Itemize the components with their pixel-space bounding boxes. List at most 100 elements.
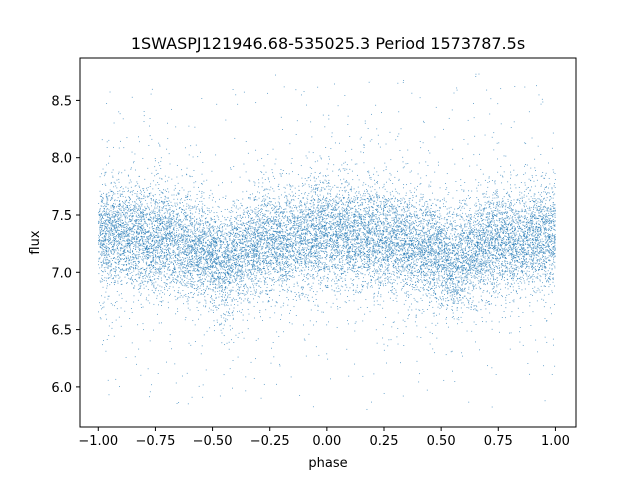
data-point [222, 182, 223, 184]
data-point [190, 212, 192, 214]
data-point [497, 208, 499, 210]
data-point [158, 271, 160, 273]
data-point [336, 239, 338, 241]
data-point [199, 224, 201, 226]
data-point [441, 257, 443, 259]
data-point [186, 215, 187, 217]
data-point [384, 259, 385, 261]
data-point [441, 228, 443, 229]
data-point [284, 290, 286, 291]
data-point [178, 255, 180, 257]
data-point [252, 262, 254, 264]
data-point [355, 264, 357, 266]
data-point [157, 256, 159, 257]
data-point [522, 271, 523, 273]
data-point [231, 299, 233, 301]
data-point [469, 264, 471, 266]
data-point [129, 246, 130, 248]
data-point [108, 204, 110, 206]
data-point [199, 267, 200, 269]
data-point [437, 231, 439, 233]
data-point [204, 299, 206, 301]
data-point [531, 217, 533, 219]
data-point [360, 217, 362, 219]
data-point [440, 234, 442, 236]
data-point [364, 222, 366, 224]
data-point [449, 295, 451, 297]
data-point [514, 245, 515, 247]
data-point [219, 225, 220, 227]
data-point [183, 253, 185, 255]
data-point [221, 299, 223, 301]
data-point [318, 245, 320, 247]
data-point [335, 251, 337, 253]
data-point [259, 232, 261, 234]
data-point [119, 203, 121, 205]
data-point [324, 270, 326, 272]
data-point [422, 287, 424, 288]
data-point [308, 220, 310, 222]
data-point [313, 251, 315, 253]
data-point [311, 223, 312, 225]
data-point [317, 187, 319, 189]
data-point [98, 264, 100, 266]
data-point [138, 223, 140, 225]
data-point [116, 230, 118, 232]
data-point [366, 283, 368, 285]
data-point [515, 232, 517, 234]
data-point [261, 257, 263, 259]
data-point [345, 221, 347, 223]
data-point [208, 228, 210, 230]
data-point [321, 219, 323, 221]
data-point [340, 216, 342, 217]
data-point [388, 198, 389, 199]
data-point [531, 280, 533, 282]
data-point [314, 260, 315, 261]
data-point [230, 252, 232, 254]
data-point [443, 229, 445, 231]
data-point [308, 223, 310, 225]
data-point [444, 272, 445, 274]
data-point [267, 255, 268, 257]
data-point [330, 256, 332, 258]
data-point [277, 262, 279, 264]
data-point [342, 249, 344, 251]
data-point [271, 248, 273, 250]
data-point [426, 201, 428, 203]
data-point [158, 257, 160, 258]
data-point [334, 283, 336, 285]
data-point [305, 215, 307, 217]
data-point [204, 238, 206, 239]
data-point [301, 293, 303, 295]
data-point [313, 199, 315, 201]
data-point [368, 201, 370, 203]
data-point [229, 259, 231, 261]
data-point [403, 221, 405, 223]
data-point [103, 203, 105, 204]
data-point [552, 225, 554, 227]
data-point [409, 171, 411, 173]
data-point [520, 263, 522, 265]
data-point [120, 235, 122, 237]
data-point [303, 197, 305, 199]
data-point [280, 116, 282, 118]
data-point [437, 245, 439, 247]
data-point [522, 239, 524, 241]
data-point [543, 299, 545, 301]
data-point [190, 261, 192, 263]
data-point [415, 314, 417, 316]
data-point [163, 213, 165, 215]
data-point [491, 253, 493, 255]
data-point [253, 252, 255, 254]
data-point [553, 247, 555, 249]
data-point [99, 267, 101, 269]
data-point [212, 226, 214, 228]
data-point [335, 244, 337, 246]
data-point [166, 229, 168, 231]
data-point [368, 282, 369, 284]
data-point [229, 270, 231, 272]
data-point [383, 201, 385, 203]
data-point [422, 265, 424, 267]
data-point [223, 280, 225, 282]
data-point [507, 282, 509, 284]
